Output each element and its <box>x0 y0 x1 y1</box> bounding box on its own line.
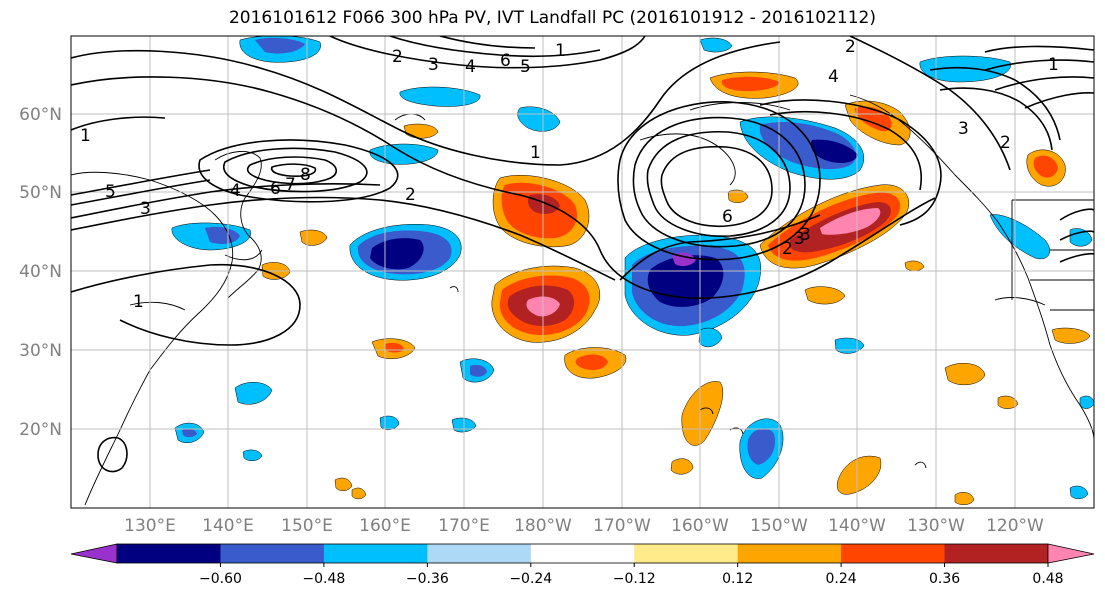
colorbar-cell <box>634 544 739 563</box>
contour-label: 3 <box>428 55 439 75</box>
colorbar-tick-label: −0.36 <box>406 571 449 587</box>
contour-label: 3 <box>958 119 969 139</box>
contour-label: 2 <box>405 185 416 205</box>
colorbar-tick-label: −0.60 <box>199 571 242 587</box>
contour-label: 6 <box>722 207 733 227</box>
map-frame <box>70 35 1095 509</box>
colorbar-cell <box>944 544 1049 563</box>
colorbar: −0.60 −0.48 −0.36 −0.24 −0.12 0.12 0.24 0.36 0.4… <box>70 543 1095 587</box>
contour-label: 6 <box>500 51 511 71</box>
lon-label: 160°W <box>671 516 729 536</box>
colorbar-extend-min <box>70 543 118 564</box>
lon-label: 130°E <box>124 516 176 536</box>
colorbar-ticks: −0.60 −0.48 −0.36 −0.24 −0.12 0.12 0.24 0.36 0.4… <box>199 563 1064 587</box>
colorbar-cell <box>427 544 532 563</box>
contour-label: 1 <box>1048 55 1059 75</box>
colorbar-cell <box>323 544 428 563</box>
lat-label: 60°N <box>19 105 62 125</box>
lon-label: 130°W <box>907 516 965 536</box>
colorbar-cell <box>117 544 221 563</box>
contour-label: 2 <box>782 239 793 259</box>
lon-label: 170°W <box>593 516 651 536</box>
colorbar-tick-label: −0.48 <box>302 571 345 587</box>
contour-label: 3 <box>140 199 151 219</box>
contour-label: 3 <box>800 225 811 245</box>
lat-label: 50°N <box>19 183 62 203</box>
colorbar-cell <box>530 544 635 563</box>
contour-label: 2 <box>392 47 403 67</box>
contour-label: 4 <box>828 67 839 87</box>
contour-label: 5 <box>105 182 116 202</box>
graticule <box>71 36 1094 508</box>
contour-labels: 1 2 3 4 5 6 7 8 1 2 3 4 5 6 1 2 3 4 6 2 … <box>80 37 1059 312</box>
lon-label: 120°W <box>986 516 1044 536</box>
contour-label: 7 <box>285 175 296 195</box>
contour-label: 3 <box>794 229 805 249</box>
lon-label: 180°W <box>514 516 572 536</box>
contour-label: 1 <box>530 143 541 163</box>
contour-label: 5 <box>520 57 531 77</box>
contour-label: 2 <box>1000 133 1011 153</box>
pv-contours <box>71 36 1094 473</box>
anomaly-shading <box>171 36 1094 505</box>
lon-label: 140°W <box>828 516 886 536</box>
contour-label: 4 <box>230 181 241 201</box>
colorbar-cells <box>116 543 1049 564</box>
contour-label: 1 <box>80 126 91 146</box>
contour-label: 2 <box>845 37 856 57</box>
colorbar-tick-label: 0.36 <box>929 571 960 587</box>
colorbar-tick-label: 0.24 <box>826 571 857 587</box>
map-title: 2016101612 F066 300 hPa PV, IVT Landfall… <box>228 8 876 28</box>
colorbar-tick-label: −0.12 <box>613 571 656 587</box>
longitude-labels: 130°E 140°E 150°E 160°E 170°E 180°W 170°… <box>124 516 1044 536</box>
lon-label: 170°E <box>438 516 490 536</box>
contour-label: 6 <box>270 179 281 199</box>
lon-label: 150°E <box>281 516 333 536</box>
lat-label: 30°N <box>19 341 62 361</box>
colorbar-cell <box>737 544 842 563</box>
colorbar-cell <box>841 544 946 563</box>
lat-label: 20°N <box>19 420 62 440</box>
contour-label: 8 <box>300 165 311 185</box>
colorbar-extend-max <box>1047 543 1095 564</box>
colorbar-tick-label: 0.48 <box>1032 571 1063 587</box>
lon-label: 150°W <box>750 516 808 536</box>
contour-label: 1 <box>133 292 144 312</box>
lon-label: 160°E <box>359 516 411 536</box>
latitude-labels: 60°N 50°N 40°N 30°N 20°N <box>19 105 62 440</box>
colorbar-tick-label: 0.12 <box>722 571 753 587</box>
lat-label: 40°N <box>19 262 62 282</box>
colorbar-cell <box>220 544 325 563</box>
contour-label: 1 <box>555 41 566 61</box>
lon-label: 140°E <box>202 516 254 536</box>
contour-label: 4 <box>465 57 476 77</box>
colorbar-tick-label: −0.24 <box>509 571 552 587</box>
